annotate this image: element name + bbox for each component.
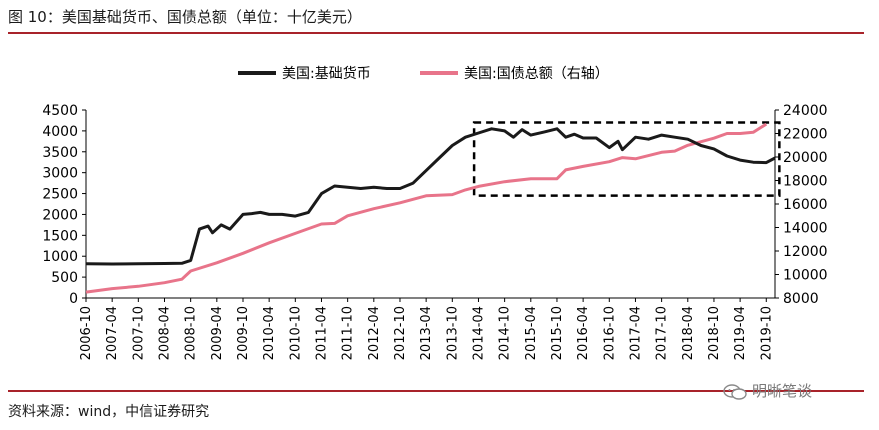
x-tick-label: 2009-04 [210,306,225,360]
y-tick-label-left: 4000 [42,124,78,140]
y-tick-label-left: 1500 [42,228,78,244]
series-line-2 [85,122,768,294]
y-tick-label-right: 22000 [783,127,828,143]
highlight-box [472,121,781,197]
y-tick-label-right: 12000 [783,244,828,260]
x-tick-label: 2016-04 [576,306,591,360]
x-tick-label: 2006-10 [79,306,94,360]
x-tick-label: 2019-04 [733,306,748,360]
y-tick-label-left: 4500 [42,103,78,119]
x-tick-label: 2009-10 [236,306,251,360]
y-tick-label-right: 20000 [783,150,828,166]
y-tick-label-left: 2000 [42,207,78,223]
x-tick-label: 2011-10 [341,306,356,360]
x-tick-label: 2012-04 [367,306,382,360]
legend-label-2: 美国:国债总额（右轴） [464,66,609,82]
x-tick-label: 2018-04 [681,306,696,360]
x-tick-label: 2014-10 [498,306,513,360]
x-tick-label: 2013-04 [419,306,434,360]
y-tick-label-left: 500 [51,270,78,286]
series-line-1 [85,127,776,266]
x-tick-label: 2014-04 [471,306,486,360]
watermark-text: 明晰笔谈 [752,382,813,400]
x-tick-label: 2017-04 [628,306,643,360]
x-tick-label: 2018-10 [707,306,722,360]
x-tick-label: 2010-10 [288,306,303,360]
legend-label-1: 美国:基础货币 [282,65,371,82]
x-tick-label: 2007-04 [105,306,120,360]
source-note: 资料来源：wind，中信证券研究 [8,404,210,420]
x-tick-label: 2008-04 [157,306,172,360]
bottom-rule [8,390,864,392]
y-tick-label-left: 0 [69,291,78,307]
x-tick-label: 2007-10 [131,306,146,360]
y-tick-label-right: 8000 [783,291,819,307]
y-tick-label-left: 2500 [42,187,78,203]
x-tick-label: 2008-10 [184,306,199,360]
x-tick-label: 2012-10 [393,306,408,360]
y-tick-label-right: 24000 [783,103,828,119]
top-rule [8,32,864,34]
y-tick-label-right: 10000 [783,268,828,284]
y-tick-label-left: 3000 [42,166,78,182]
x-tick-label: 2015-10 [550,306,565,360]
x-tick-label: 2010-04 [262,306,277,360]
x-tick-label: 2013-10 [445,306,460,360]
y-tick-label-right: 14000 [783,221,828,237]
y-tick-label-left: 1000 [42,249,78,265]
x-tick-label: 2015-04 [524,306,539,360]
y-tick-label-left: 3500 [42,145,78,161]
x-tick-label: 2016-10 [602,306,617,360]
watermark: 明晰笔谈 [722,380,812,401]
y-tick-label-right: 18000 [783,174,828,190]
page-title: 图 10：美国基础货币、国债总额（单位：十亿美元） [8,8,362,26]
x-tick-label: 2017-10 [655,306,670,360]
x-tick-label: 2011-04 [314,306,329,360]
wechat-icon [723,383,747,400]
x-tick-label: 2019-10 [759,306,774,360]
y-tick-label-right: 16000 [783,197,828,213]
